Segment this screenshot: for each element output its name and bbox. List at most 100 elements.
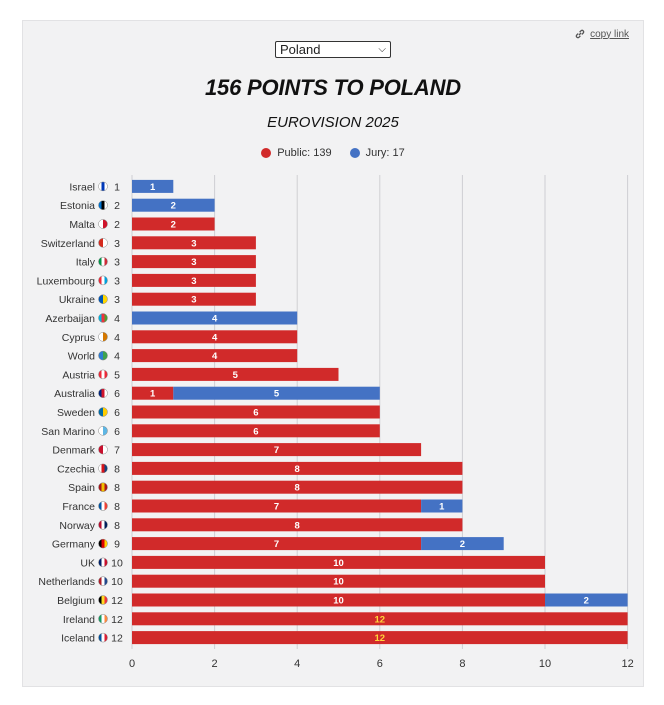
bar-jury-label: 1 [439, 502, 445, 513]
total-label: 2 [114, 219, 120, 231]
flag-icon [98, 219, 104, 229]
bar-public[interactable] [132, 593, 545, 607]
bar-public-label: 12 [375, 614, 386, 625]
bar-jury[interactable] [132, 198, 215, 212]
legend-item-public[interactable]: Public: 139 [261, 147, 332, 159]
flag-icon [101, 275, 105, 285]
bar-jury[interactable] [173, 386, 380, 400]
legend-item-jury[interactable]: Jury: 17 [349, 147, 405, 159]
bar-jury[interactable] [132, 311, 298, 325]
flag-icon [98, 445, 104, 455]
flag-icon [101, 313, 105, 323]
country-label: Azerbaijan [45, 313, 95, 325]
flag-icon-outline [98, 200, 108, 210]
bar-public[interactable] [132, 499, 422, 513]
bar-public-label: 1 [150, 389, 156, 400]
total-label: 3 [114, 294, 120, 306]
bar-public[interactable] [132, 537, 422, 551]
flag-icon [104, 388, 108, 398]
bar-public-label: 4 [212, 332, 218, 343]
bar-public-label: 6 [253, 408, 258, 419]
bar-public-label: 3 [191, 295, 196, 306]
flag-icon [104, 501, 108, 511]
x-tick-label: 6 [377, 658, 383, 670]
flag-icon [101, 520, 105, 530]
flag-icon [103, 445, 108, 455]
country-label: Norway [59, 520, 95, 532]
bar-public[interactable] [132, 330, 298, 344]
bar-public[interactable] [132, 631, 628, 645]
flag-icon [98, 501, 102, 511]
bar-jury[interactable] [545, 593, 628, 607]
total-label: 5 [114, 369, 120, 381]
country-label: Germany [52, 539, 96, 551]
bar-public[interactable] [132, 292, 256, 306]
bar-public-label: 6 [253, 426, 258, 437]
bar-public[interactable] [132, 574, 545, 588]
bar-jury[interactable] [421, 499, 463, 513]
bar-public[interactable] [132, 236, 256, 250]
bar-jury[interactable] [132, 179, 174, 193]
flag-icon [103, 238, 108, 248]
flag-icon [101, 482, 105, 492]
bar-public-label: 2 [171, 220, 176, 231]
legend-label-public: Public: 139 [277, 147, 332, 159]
country-label: Ukraine [59, 294, 95, 306]
flag-icon-outline [98, 388, 108, 398]
flag-icon-outline [98, 294, 108, 304]
bar-public-label: 3 [191, 257, 196, 268]
bar-public[interactable] [132, 424, 380, 438]
bar-public[interactable] [132, 349, 298, 363]
bar-public[interactable] [132, 367, 339, 381]
total-label: 6 [114, 388, 120, 400]
bar-public[interactable] [132, 518, 463, 532]
country-label: San Marino [41, 426, 95, 438]
flag-icon [98, 369, 102, 379]
flag-icon-outline [98, 614, 108, 624]
flag-icon [98, 332, 104, 342]
flag-icon [101, 200, 105, 210]
flag-icon [104, 576, 108, 586]
country-select[interactable]: Poland ⌵ [275, 41, 391, 58]
link-icon [575, 29, 585, 39]
flag-icon-outline [98, 538, 108, 549]
bar-public[interactable] [132, 555, 545, 569]
bar-public-label: 10 [333, 558, 344, 569]
bar-public-label: 12 [375, 633, 386, 644]
country-label: Ireland [63, 614, 95, 626]
total-label: 3 [114, 275, 120, 287]
bar-public[interactable] [132, 386, 174, 400]
flag-icon [101, 501, 105, 511]
bar-public[interactable] [132, 255, 256, 269]
flag-icon [101, 388, 105, 398]
bar-public[interactable] [132, 461, 463, 475]
flag-icon [101, 557, 105, 567]
total-label: 4 [114, 351, 120, 363]
chart-panel: copy link Poland ⌵ 156 POINTS TO POLAND … [22, 20, 644, 687]
country-label: Switzerland [41, 238, 95, 250]
total-label: 6 [114, 426, 120, 438]
legend: Public: 139 Jury: 17 [23, 147, 643, 159]
bar-public[interactable] [132, 273, 256, 287]
flag-icon-outline [98, 520, 108, 530]
bar-jury-label: 2 [584, 596, 589, 607]
bar-public[interactable] [132, 480, 463, 494]
country-label: Australia [54, 388, 95, 400]
copy-link[interactable]: copy link [574, 28, 629, 40]
flag-icon-outline [98, 181, 108, 192]
total-label: 8 [114, 520, 120, 532]
bar-public[interactable] [132, 443, 422, 457]
flag-icon [104, 181, 108, 191]
flag-icon-outline [98, 482, 108, 492]
country-label: Spain [68, 482, 95, 494]
bar-public[interactable] [132, 217, 215, 231]
bar-jury[interactable] [421, 537, 504, 551]
flag-icon [104, 369, 108, 379]
flag-icon [103, 219, 108, 229]
bar-public[interactable] [132, 405, 380, 419]
bar-public[interactable] [132, 612, 628, 626]
country-label: Israel [69, 181, 95, 193]
flag-icon [98, 539, 102, 549]
flag-icon-outline [98, 369, 108, 380]
flag-icon [103, 426, 108, 436]
